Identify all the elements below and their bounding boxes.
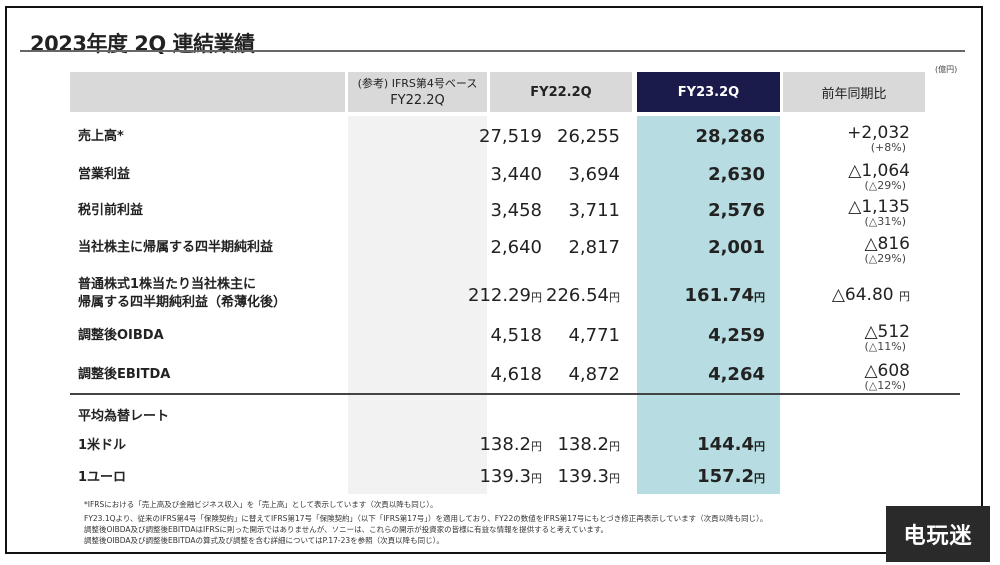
fy22-value: 226.54円 [546,285,620,306]
footnote: *IFRSにおける「売上高及び金融ビジネス収入」を「売上高」として表示しています… [84,500,438,509]
slide-frame [5,6,983,554]
fy22-value: 26,255 [557,126,620,147]
fy23-column-bg [637,116,780,494]
ref-rate: 138.2円 [479,434,542,455]
ref-value: 4,618 [490,364,542,385]
fy23-value: 4,259 [708,325,765,346]
fy22-value: 3,694 [568,164,620,185]
fy22-rate: 138.2円 [557,434,620,455]
footnotes: *IFRSにおける「売上高及び金融ビジネス収入」を「売上高」として表示しています… [84,500,767,547]
header-fy22: FY22.2Q [490,72,632,112]
yoy-percent: (△11%) [864,340,907,353]
fy23-value: 2,001 [708,237,765,258]
header-fy23: FY23.2Q [637,72,780,112]
ref-value: 212.29円 [468,285,542,306]
yoy-change: △608 (△12%) [864,361,910,392]
title-divider [20,50,965,52]
fy22-rate: 139.3円 [557,466,620,487]
yoy-percent: (△31%) [864,215,907,228]
yoy-percent: (+8%) [870,141,906,154]
yoy-change: △64.80 円 [831,285,910,305]
yen-unit: 円 [609,291,620,304]
header-ref: (参考) IFRS第4号ベース FY22.2Q [348,72,487,112]
ref-value: 27,519 [479,126,542,147]
section-divider [70,393,960,395]
ref-value: 3,440 [490,164,542,185]
fx-heading: 平均為替レート [78,409,170,424]
fx-label: 1米ドル [78,438,127,453]
table-row: 売上高* 27,519 26,255 28,286 +2,032 (+8%) [70,124,960,158]
table-row: 税引前利益 3,458 3,711 2,576 △1,135 (△31%) [70,198,960,232]
yoy-change: △1,064 (△29%) [848,161,910,192]
yoy-percent: (△29%) [864,179,907,192]
ref-value: 3,458 [490,200,542,221]
fx-label: 1ユーロ [78,470,127,485]
fy22-value: 2,817 [568,237,620,258]
yoy-change: △1,135 (△31%) [848,197,910,228]
ref-column-bg [348,116,487,494]
row-label: 普通株式1株当たり当社株主に 帰属する四半期純利益（希薄化後） [78,277,287,310]
yoy-change: +2,032 (+8%) [847,123,910,154]
table-row: 調整後OIBDA 4,518 4,771 4,259 △512 (△11%) [70,323,960,357]
yen-unit: 円 [531,291,542,304]
header-yoy: 前年同期比 [783,72,925,112]
fy23-value: 161.74円 [684,285,765,306]
row-label: 調整後EBITDA [78,367,171,382]
fy22-value: 3,711 [568,200,620,221]
yoy-percent: (△29%) [864,252,907,265]
table-row: 営業利益 3,440 3,694 2,630 △1,064 (△29%) [70,162,960,196]
row-label: 売上高* [78,129,124,144]
ref-value: 2,640 [490,237,542,258]
ref-value: 4,518 [490,325,542,346]
header-blank [70,72,345,112]
ref-rate: 139.3円 [479,466,542,487]
header-ref-line1: (参考) IFRS第4号ベース [357,77,478,90]
fy23-rate: 157.2円 [697,466,765,487]
yen-unit: 円 [754,291,765,304]
page-title: 2023年度 2Q 連結業績 [30,32,255,56]
fy22-value: 4,771 [568,325,620,346]
unit-label: (億円) [935,65,958,74]
fy23-value: 28,286 [695,126,765,147]
fy23-value: 4,264 [708,364,765,385]
footnote: FY23.1Qより、従来のIFRS第4号「保険契約」に替えてIFRS第17号「保… [84,514,768,523]
yoy-change: △816 (△29%) [864,234,910,265]
row-label: 営業利益 [78,167,131,182]
footnote: 調整後OIBDA及び調整後EBITDAはIFRSに則った開示ではありませんが、ソ… [84,525,608,534]
row-label: 税引前利益 [78,203,144,218]
fy23-value: 2,630 [708,164,765,185]
table-row: 当社株主に帰属する四半期純利益 2,640 2,817 2,001 △816 (△29%) [70,235,960,269]
footnote: 調整後OIBDA及び調整後EBITDAの算式及び調整を含む詳細についてはP.17… [84,536,444,545]
fy23-rate: 144.4円 [697,434,765,455]
row-label: 当社株主に帰属する四半期純利益 [78,240,274,255]
watermark-logo: 电玩迷 [886,506,990,562]
yoy-percent: (△12%) [864,379,907,392]
table-row: 調整後EBITDA 4,618 4,872 4,264 △608 (△12%) [70,362,960,396]
row-label: 調整後OIBDA [78,328,164,343]
yoy-change: △512 (△11%) [864,322,910,353]
header-ref-line2: FY22.2Q [390,93,445,108]
fy22-value: 4,872 [568,364,620,385]
fy23-value: 2,576 [708,200,765,221]
table-row: 普通株式1株当たり当社株主に 帰属する四半期純利益（希薄化後） 212.29円 226… [70,276,960,316]
